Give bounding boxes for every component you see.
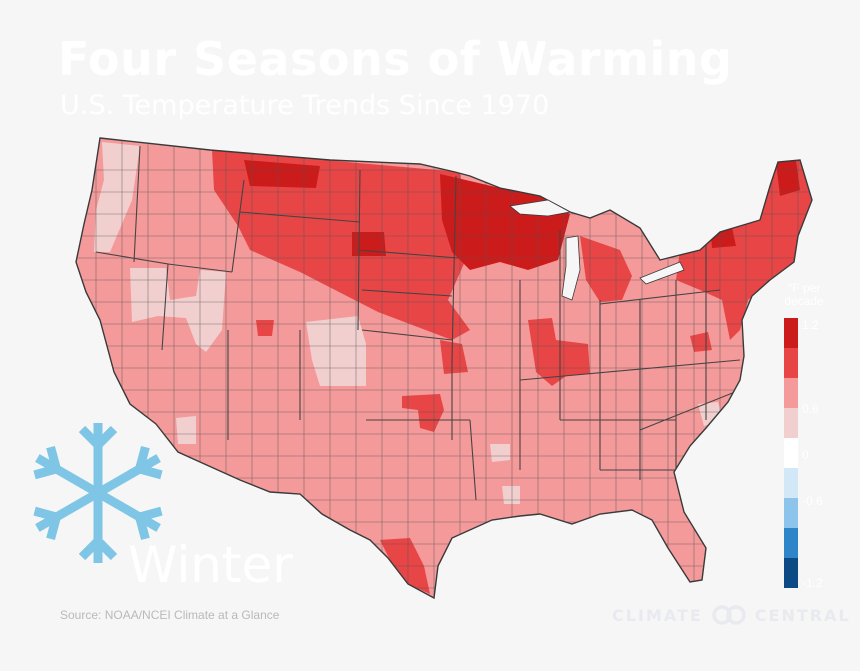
legend-label-mid-low: -0.6 [802,494,823,508]
source-note: Source: NOAA/NCEI Climate at a Glance [60,608,280,622]
maine-hotspot-region [776,160,800,196]
michigan-region [580,236,632,302]
brand-rings-icon [712,605,746,625]
legend-swatch [784,438,798,468]
kansas-region [440,340,468,374]
arkansas-spot-region [490,444,510,462]
legend-swatch [784,408,798,438]
brand-left-text: CLIMATE [612,605,703,625]
legend-swatch [784,528,798,558]
lake-michigan [561,235,581,301]
legend-swatch [784,318,798,348]
montana-hotspot-region [244,160,320,188]
brand-right-text: CENTRAL [754,605,851,625]
new-york-hotspot-region [710,218,736,248]
pacific-nw-region [94,142,140,252]
legend-label-zero: 0 [802,448,809,462]
brand-logo: CLIMATE CENTRAL [612,604,851,626]
legend-swatch [784,348,798,378]
colorado-region [306,316,366,386]
division-boundaries [76,138,812,598]
legend-label-high: 1.2 [802,318,819,332]
legend-swatch [784,468,798,498]
legend-swatch [784,498,798,528]
state-boundaries [95,145,741,501]
arizona-spot-region [176,416,196,444]
season-label: Winter [128,536,293,594]
map-subtitle: U.S. Temperature Trends Since 1970 [60,90,550,121]
lake-erie [639,261,685,285]
illinois-indiana-region [528,318,590,386]
legend-swatch [784,558,798,588]
dakota-hotspot-region [352,232,386,256]
legend-swatch [784,378,798,408]
snowflake-icon [33,423,163,563]
great-basin-region [130,268,226,352]
map-title: Four Seasons of Warming [58,32,733,86]
northeast-region [676,160,812,340]
upper-midwest-region [440,174,570,270]
legend-label-low: -1.2 [802,576,823,590]
utah-spot-region [256,320,274,336]
lake-superior [509,199,572,217]
louisiana-spot-region [502,486,520,504]
oklahoma-region [402,394,444,432]
legend-color-bar [784,318,798,588]
legend-unit-label: °F per decade [784,281,824,308]
legend-label-mid-high: 0.6 [802,402,819,416]
